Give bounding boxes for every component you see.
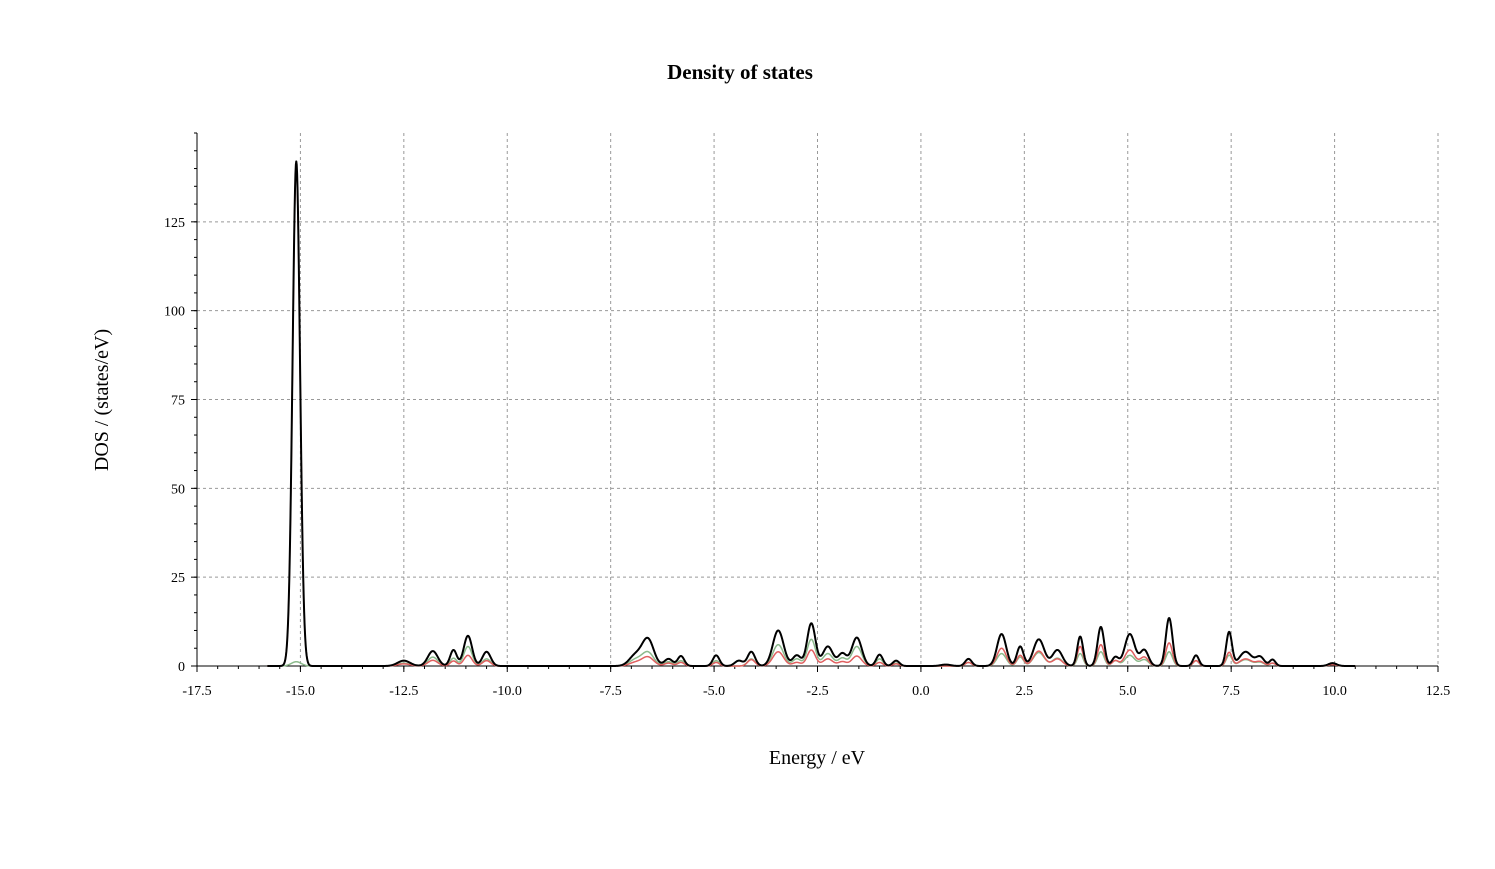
y-tick-label: 125 (164, 216, 185, 231)
grid-lines (197, 133, 1439, 666)
x-tick-label: -2.5 (806, 684, 828, 699)
x-tick-label: -5.0 (703, 684, 725, 699)
x-tick-label: 5.0 (1119, 684, 1137, 699)
x-tick-label: 2.5 (1016, 684, 1034, 699)
x-tick-label: -7.5 (600, 684, 622, 699)
x-tick-label: 12.5 (1426, 684, 1451, 699)
x-tick-label: 10.0 (1322, 684, 1347, 699)
y-tick-label: 0 (178, 660, 185, 675)
y-tick-label: 100 (164, 305, 185, 320)
series-line-1 (266, 638, 1356, 667)
x-tick-label: 0.0 (912, 684, 930, 699)
series-group (266, 160, 1356, 667)
x-axis-ticks: -17.5 -15.0 -12.5 -10.0 -7.5 -5.0 -2.5 0.0 2.5 5.… (182, 666, 1450, 699)
series-line-2 (266, 164, 1356, 667)
y-tick-label: 25 (171, 571, 185, 586)
y-axis-label: DOS / (states/eV) (91, 329, 113, 471)
x-tick-label: 7.5 (1222, 684, 1240, 699)
x-tick-label: -15.0 (286, 684, 315, 699)
x-tick-label: -10.0 (493, 684, 522, 699)
x-tick-label: -17.5 (182, 684, 211, 699)
y-tick-label: 75 (171, 394, 185, 409)
x-tick-label: -12.5 (389, 684, 418, 699)
y-tick-label: 50 (171, 482, 185, 497)
series-line-0 (266, 160, 1356, 667)
chart-title: Density of states (667, 60, 813, 84)
x-axis-label: Energy / eV (769, 747, 866, 769)
y-axis-ticks: 0 25 50 75 100 125 (164, 132, 197, 675)
